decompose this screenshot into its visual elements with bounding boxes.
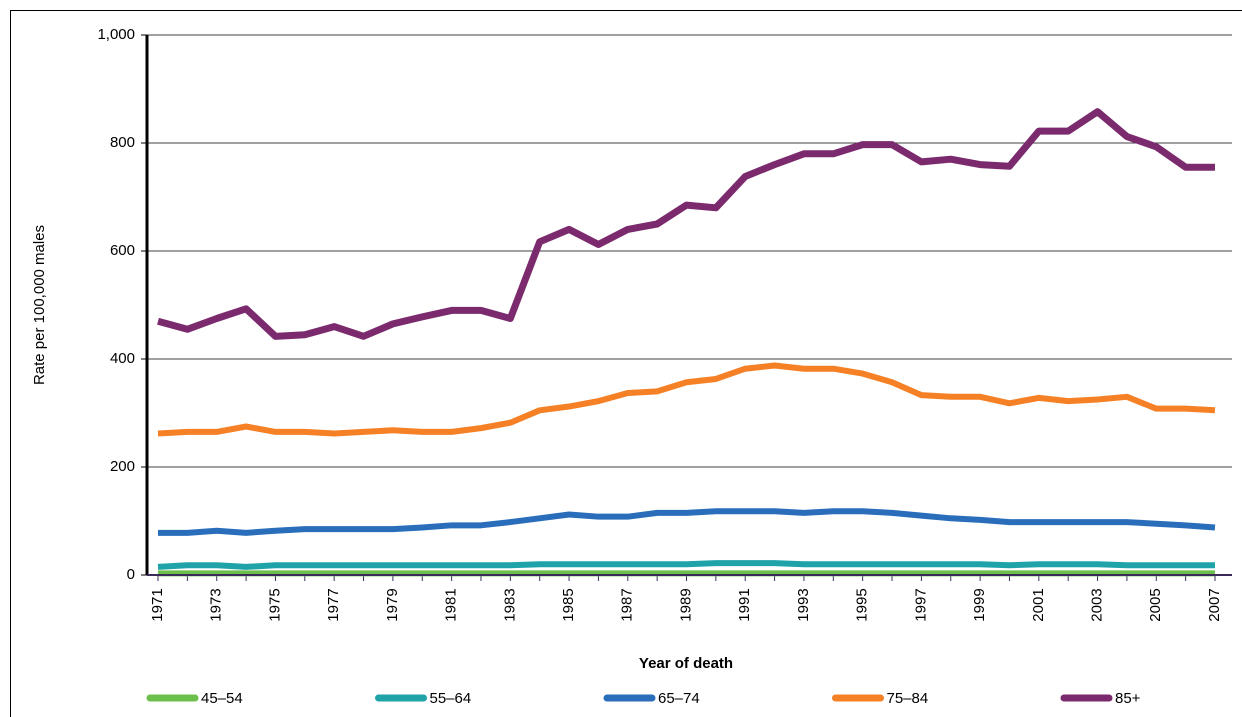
x-tick-label: 1997 (912, 588, 929, 621)
y-axis-label: Rate per 100,000 males (31, 225, 48, 385)
x-tick-label: 1999 (971, 588, 988, 621)
x-axis-label: Year of death (639, 655, 733, 672)
y-tick-label: 600 (110, 242, 135, 259)
series-line (157, 560, 1215, 570)
x-tick-label: 1987 (619, 588, 636, 621)
legend-label: 75–84 (887, 690, 929, 707)
x-tick-label: 1977 (325, 588, 342, 621)
x-tick-label: 1971 (149, 588, 166, 621)
x-tick-label: 1973 (208, 588, 225, 621)
series-line (158, 508, 1216, 536)
legend-label: 45–54 (201, 690, 243, 707)
legend-label: 55–64 (430, 690, 472, 707)
x-tick-label: 2007 (1206, 588, 1223, 621)
frame (10, 10, 1242, 717)
series-line (157, 108, 1215, 340)
series-line (157, 362, 1216, 437)
x-tick-label: 1989 (677, 588, 694, 621)
x-tick-label: 1995 (854, 588, 871, 621)
y-tick-label: 400 (110, 350, 135, 367)
x-tick-label: 2003 (1089, 588, 1106, 621)
x-tick-label: 1991 (736, 588, 753, 621)
y-tick-label: 800 (110, 134, 135, 151)
x-tick-label: 2001 (1030, 588, 1047, 621)
x-tick-label: 1975 (266, 588, 283, 621)
x-tick-label: 1983 (501, 588, 518, 621)
y-tick-label: 0 (127, 566, 135, 583)
y-tick-label: 1,000 (97, 26, 135, 43)
x-tick-label: 1993 (795, 588, 812, 621)
x-tick-label: 2005 (1147, 588, 1164, 621)
legend-label: 65–74 (658, 690, 700, 707)
x-tick-label: 1981 (443, 588, 460, 621)
x-tick-label: 1979 (384, 588, 401, 621)
x-tick-label: 1985 (560, 588, 577, 621)
y-tick-label: 200 (110, 458, 135, 475)
legend-label: 85+ (1115, 690, 1141, 707)
